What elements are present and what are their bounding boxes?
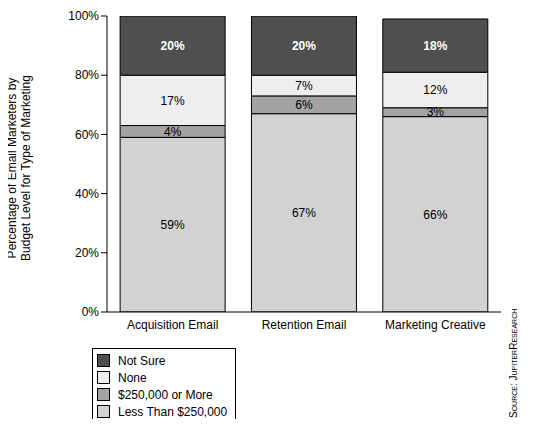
svg-text:20%: 20% — [292, 39, 316, 53]
svg-text:6%: 6% — [295, 98, 313, 112]
svg-text:4%: 4% — [164, 125, 182, 139]
svg-text:Marketing Creative: Marketing Creative — [385, 318, 486, 332]
svg-text:80%: 80% — [75, 68, 99, 82]
svg-text:40%: 40% — [75, 187, 99, 201]
svg-text:17%: 17% — [161, 94, 185, 108]
html-text:None: None — [118, 370, 147, 385]
svg-text:12%: 12% — [423, 83, 447, 97]
svg-text:59%: 59% — [161, 218, 185, 232]
svg-text:100%: 100% — [68, 9, 99, 23]
svg-text:7%: 7% — [295, 79, 313, 93]
html-text:Percentage of Email Marketers: Percentage of Email Marketers by Budget … — [5, 75, 33, 261]
html-text:$250,000 or More: $250,000 or More — [118, 387, 213, 402]
svg-text:3%: 3% — [427, 105, 445, 119]
svg-text:0%: 0% — [82, 305, 100, 319]
html-text:Source: JupiterResearch: Source: JupiterResearch — [508, 308, 519, 418]
svg-text:60%: 60% — [75, 128, 99, 142]
html-text:Less Than $250,000: Less Than $250,000 — [118, 404, 228, 419]
svg-text:Acquisition Email: Acquisition Email — [127, 318, 218, 332]
html-text:Not Sure: Not Sure — [118, 353, 166, 368]
svg-text:20%: 20% — [161, 39, 185, 53]
svg-text:20%: 20% — [75, 246, 99, 260]
svg-text:67%: 67% — [292, 206, 316, 220]
svg-text:66%: 66% — [423, 208, 447, 222]
svg-text:Retention Email: Retention Email — [262, 318, 347, 332]
svg-text:18%: 18% — [423, 39, 447, 53]
